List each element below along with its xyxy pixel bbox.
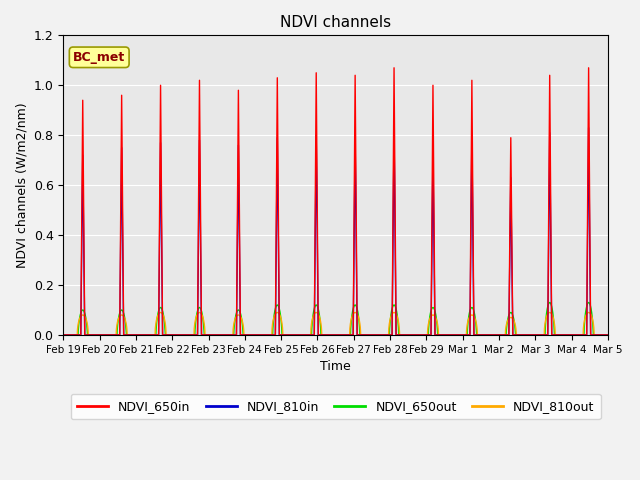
NDVI_650in <box>428 222 436 228</box>
NDVI_650out <box>546 300 554 305</box>
NDVI_810out <box>88 332 96 338</box>
NDVI_810in <box>276 332 284 338</box>
NDVI_650out <box>60 332 67 338</box>
NDVI_650out <box>265 332 273 338</box>
NDVI_650out <box>323 332 331 338</box>
X-axis label: Time: Time <box>320 360 351 373</box>
NDVI_810out <box>604 332 612 338</box>
NDVI_650out <box>428 306 436 312</box>
Line: NDVI_810in: NDVI_810in <box>63 128 608 335</box>
NDVI_810in <box>202 332 210 338</box>
NDVI_650in <box>265 332 273 338</box>
NDVI_810out <box>428 312 436 318</box>
NDVI_650out <box>202 332 210 338</box>
NDVI_650in <box>323 332 331 338</box>
NDVI_810in <box>428 260 436 266</box>
NDVI_650out <box>276 308 284 314</box>
NDVI_810in <box>265 332 273 338</box>
Y-axis label: NDVI channels (W/m2/nm): NDVI channels (W/m2/nm) <box>15 102 28 268</box>
Legend: NDVI_650in, NDVI_810in, NDVI_650out, NDVI_810out: NDVI_650in, NDVI_810in, NDVI_650out, NDV… <box>70 394 600 419</box>
NDVI_650in <box>390 65 398 71</box>
NDVI_810out <box>202 332 210 338</box>
NDVI_650in <box>202 332 210 338</box>
NDVI_810in <box>604 332 612 338</box>
NDVI_650in <box>88 332 96 338</box>
NDVI_650in <box>604 332 612 338</box>
NDVI_650out <box>604 332 612 338</box>
NDVI_810out <box>157 310 164 315</box>
Line: NDVI_650in: NDVI_650in <box>63 68 608 335</box>
NDVI_810out <box>265 332 273 338</box>
NDVI_810out <box>323 332 331 338</box>
Line: NDVI_810out: NDVI_810out <box>63 312 608 335</box>
NDVI_650in <box>60 332 67 338</box>
Line: NDVI_650out: NDVI_650out <box>63 302 608 335</box>
NDVI_810in <box>323 332 331 338</box>
Text: BC_met: BC_met <box>73 51 125 64</box>
NDVI_810out <box>276 312 284 318</box>
NDVI_650in <box>276 332 284 338</box>
NDVI_650out <box>88 332 96 338</box>
NDVI_810out <box>60 332 67 338</box>
NDVI_810in <box>88 332 96 338</box>
NDVI_810in <box>60 332 67 338</box>
Title: NDVI channels: NDVI channels <box>280 15 391 30</box>
NDVI_810in <box>585 125 593 131</box>
